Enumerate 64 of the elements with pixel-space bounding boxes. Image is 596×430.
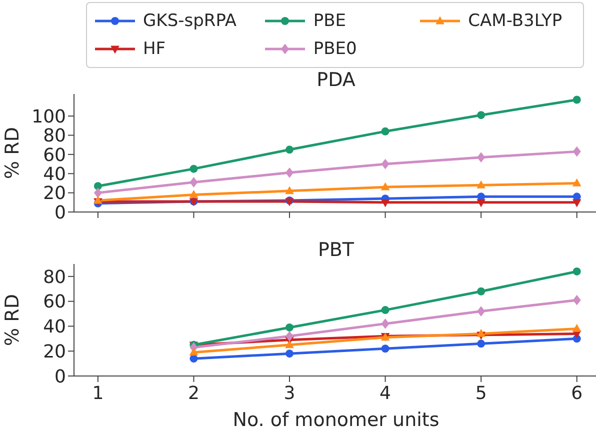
- y-tick-label: 80: [43, 266, 66, 288]
- x-tick-label: 4: [380, 382, 392, 404]
- chart-title: PDA: [316, 69, 356, 91]
- point: [477, 111, 486, 120]
- point: [189, 348, 198, 356]
- legend-label: PBE0: [313, 39, 357, 59]
- point: [286, 323, 294, 332]
- y-tick-label: 100: [32, 106, 66, 128]
- y-tick-label: 0: [54, 202, 66, 224]
- point: [572, 199, 582, 208]
- point: [94, 182, 102, 190]
- point: [476, 180, 486, 188]
- point: [477, 152, 486, 163]
- y-axis-title: % RD: [2, 294, 24, 346]
- point: [381, 318, 390, 329]
- point: [381, 158, 390, 170]
- point: [94, 196, 102, 204]
- point: [285, 186, 294, 194]
- point: [477, 306, 486, 316]
- point: [380, 182, 390, 190]
- point: [381, 306, 390, 314]
- point: [189, 190, 198, 198]
- legend-label: HF: [143, 39, 166, 59]
- point: [477, 340, 486, 348]
- y-axis-title: % RD: [2, 127, 24, 179]
- y-tick-label: 60: [43, 292, 66, 313]
- y-tick-label: 20: [43, 342, 66, 362]
- point: [477, 287, 486, 296]
- point: [380, 199, 390, 208]
- legend-label: CAM-B3LYP: [468, 11, 562, 31]
- y-tick-label: 40: [43, 316, 66, 338]
- x-tick-label: 2: [188, 382, 200, 404]
- point: [381, 344, 390, 353]
- point: [190, 177, 198, 188]
- point: [476, 199, 486, 208]
- point: [285, 340, 294, 348]
- point: [94, 188, 102, 198]
- y-tick-label: 0: [54, 366, 66, 388]
- point: [286, 146, 294, 154]
- point: [572, 96, 581, 104]
- point: [572, 267, 581, 276]
- y-tick-label: 20: [43, 183, 66, 204]
- point: [572, 294, 581, 306]
- point: [381, 127, 390, 136]
- x-axis-title: No. of monomer units: [232, 409, 440, 430]
- y-tick-label: 80: [43, 126, 66, 147]
- x-tick-label: 3: [284, 382, 296, 404]
- point: [476, 328, 486, 337]
- chart-title: PBT: [318, 239, 354, 261]
- point: [190, 164, 198, 173]
- x-tick-label: 6: [571, 382, 583, 404]
- x-tick-label: 5: [475, 382, 487, 404]
- legend-label: GKS-spRPA: [143, 11, 236, 31]
- point: [190, 354, 198, 363]
- point: [572, 146, 581, 157]
- x-tick-label: 1: [92, 382, 104, 404]
- point: [572, 178, 582, 186]
- point: [286, 330, 294, 342]
- point: [286, 167, 294, 178]
- y-tick-label: 60: [43, 144, 66, 166]
- point: [286, 350, 294, 358]
- legend-label: PBE: [313, 11, 346, 31]
- point: [572, 324, 582, 332]
- y-tick-label: 40: [43, 164, 66, 186]
